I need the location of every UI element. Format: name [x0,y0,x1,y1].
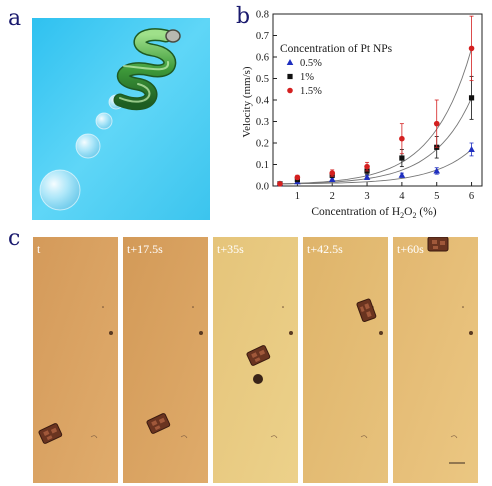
data-point-0 [433,167,441,174]
y-tick-label: 0.1 [256,160,269,171]
y-tick-label: 0.5 [256,74,269,85]
data-point-2 [364,163,370,170]
legend-title: Concentration of Pt NPs [280,43,393,55]
particle-dot [469,331,473,335]
y-tick-label: 0.7 [256,31,269,42]
data-point-2 [294,174,301,181]
frame-image [393,237,478,483]
legend-label-1: 1% [300,72,314,83]
panel-label-a: a [8,6,22,31]
y-tick-label: 0.8 [256,10,269,21]
legend-label-2: 1.5% [300,86,322,97]
particle-dot [282,306,284,308]
microrobot [427,237,449,252]
microrobot [246,345,271,366]
bubble [39,169,81,211]
x-axis-label: Concentration of H2O2 (%) [311,206,436,220]
x-axis-label-subscript-1: 2 [400,211,404,220]
y-tick-label: 0.0 [256,182,269,193]
fit-curve-2 [279,48,473,185]
frame-time-label: t+35s [217,242,244,256]
particle-dot [102,306,104,308]
x-tick-label: 4 [399,191,405,202]
legend-marker-1 [287,73,293,80]
y-axis-label: Velocity (mm/s) [241,66,253,138]
frame-time-label: t+60s [397,242,424,256]
frame-4: t+60s [393,237,478,483]
data-point-0 [398,171,406,178]
data-point-2 [329,170,336,176]
frame-image [123,237,208,483]
fit-curves [279,48,473,185]
fibre-debris [90,435,98,439]
fibre-debris [180,435,188,439]
bubble [95,112,113,130]
y-tick-label: 0.6 [256,53,269,64]
y-tick-label: 0.3 [256,117,269,128]
plot-frame [272,13,483,187]
frame-2: t+35s [213,237,298,483]
data-point-1 [399,155,405,161]
x-axis-label-subscript-2: 2 [412,211,416,220]
frame-image [303,237,388,483]
y-tick-label: 0.2 [256,139,269,150]
data-point-2 [399,135,405,142]
chart-axes: 1 2 3 4 5 6 0.0 0.1 0.2 0.3 0.4 0.5 0.6 0.7 0.8 [256,10,483,202]
chart-legend: Concentration of Pt NPs 0.5% 1% 1.5% [280,43,393,97]
data-point-0 [328,176,336,183]
y-tick-label: 0.4 [256,96,270,107]
legend-label-0: 0.5% [300,58,322,69]
legend-marker-0 [286,59,294,65]
helix-micromotor [113,28,177,111]
frame-time-label: t+17.5s [127,242,163,256]
x-tick-label: 6 [469,191,474,202]
legend-marker-2 [287,87,293,94]
data-point-1 [468,95,475,101]
x-tick-label: 2 [330,191,335,202]
frame-time-label: t+42.5s [307,242,343,256]
bubble [75,133,101,159]
data-point-2 [277,181,283,187]
data-point-2 [468,45,475,52]
microrobot [356,298,377,323]
fibre-debris [450,435,458,439]
x-tick-label: 1 [295,191,300,202]
particle-dot [192,306,194,308]
micromotor-illustration [32,18,210,220]
data-point-2 [433,120,440,127]
x-axis-label-part-1: Concentration of H [311,206,400,218]
gas-bubble [253,374,263,384]
particle-dot [109,331,113,335]
helix-cap [165,29,181,43]
frame-image [213,237,298,483]
x-tick-label: 3 [364,191,369,202]
x-tick-label: 5 [434,191,439,202]
frame-1: t+17.5s [123,237,208,483]
fibre-debris [360,435,368,439]
data-point-0 [468,145,475,152]
velocity-chart: 1 2 3 4 5 6 0.0 0.1 0.2 0.3 0.4 0.5 0.6 0.7 0.8 Concen… [241,10,483,220]
frame-3: t+42.5s [303,237,388,483]
panel-label-b: b [236,4,251,29]
fibre-debris [270,435,278,439]
particle-dot [379,331,383,335]
x-axis-label-part-3: (%) [416,206,436,218]
fit-curve-1 [280,97,473,185]
chart-marks [276,15,475,187]
data-point-0 [363,173,371,180]
microrobot [146,413,171,434]
fit-curve-0 [280,149,472,185]
particle-dot [289,331,293,335]
panel-label-c: c [8,226,21,251]
particle-dot [199,331,203,335]
frame-time-label: t [37,242,41,256]
frame-image [33,237,118,483]
particle-dot [462,306,464,308]
x-axis-label-part-2: O [404,206,412,218]
microrobot [38,423,63,444]
frame-0: t [33,237,118,483]
